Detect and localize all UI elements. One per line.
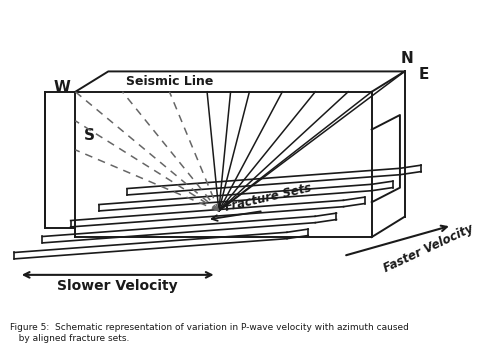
Text: Figure 5:  Schematic representation of variation in P-wave velocity with azimuth: Figure 5: Schematic representation of va… bbox=[10, 323, 408, 343]
Text: Slower Velocity: Slower Velocity bbox=[58, 280, 178, 293]
Text: Faster Velocity: Faster Velocity bbox=[381, 222, 475, 275]
Text: S: S bbox=[84, 128, 95, 143]
Text: Fracture Sets: Fracture Sets bbox=[224, 182, 313, 214]
Text: E: E bbox=[419, 67, 429, 82]
Text: W: W bbox=[54, 80, 71, 95]
Text: N: N bbox=[401, 51, 413, 66]
Text: Seismic Line: Seismic Line bbox=[126, 75, 213, 88]
